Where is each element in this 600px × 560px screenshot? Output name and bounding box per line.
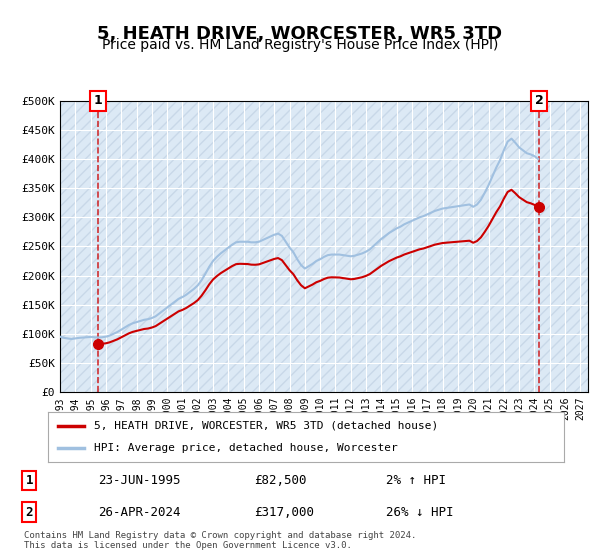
Text: 5, HEATH DRIVE, WORCESTER, WR5 3TD (detached house): 5, HEATH DRIVE, WORCESTER, WR5 3TD (deta…: [94, 421, 439, 431]
Text: £82,500: £82,500: [254, 474, 307, 487]
Text: Contains HM Land Registry data © Crown copyright and database right 2024.
This d: Contains HM Land Registry data © Crown c…: [24, 530, 416, 550]
Text: 1: 1: [26, 474, 33, 487]
Text: 5, HEATH DRIVE, WORCESTER, WR5 3TD: 5, HEATH DRIVE, WORCESTER, WR5 3TD: [97, 25, 503, 43]
Text: Price paid vs. HM Land Registry's House Price Index (HPI): Price paid vs. HM Land Registry's House …: [102, 38, 498, 52]
Text: £317,000: £317,000: [254, 506, 314, 519]
Text: 1: 1: [94, 94, 103, 108]
Text: 2: 2: [26, 506, 33, 519]
Text: 2: 2: [535, 94, 544, 108]
Text: 26% ↓ HPI: 26% ↓ HPI: [386, 506, 454, 519]
Text: 26-APR-2024: 26-APR-2024: [98, 506, 181, 519]
Text: 23-JUN-1995: 23-JUN-1995: [98, 474, 181, 487]
Text: HPI: Average price, detached house, Worcester: HPI: Average price, detached house, Worc…: [94, 443, 398, 453]
Text: 2% ↑ HPI: 2% ↑ HPI: [386, 474, 446, 487]
